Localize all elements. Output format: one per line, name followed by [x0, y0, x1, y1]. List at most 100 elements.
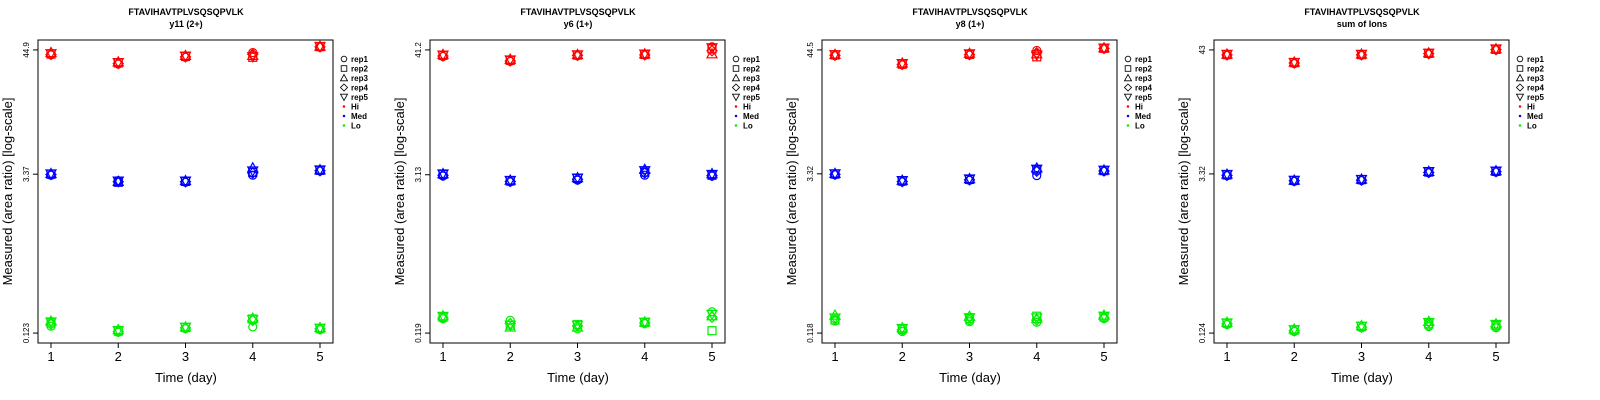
- y-tick-label: 3.32: [806, 165, 815, 181]
- data-point-lo: [1097, 311, 1111, 323]
- data-point-hi: [638, 47, 651, 59]
- x-tick-label: 2: [507, 349, 514, 364]
- legend-marker: [1518, 105, 1522, 108]
- legend-marker: [342, 124, 346, 127]
- legend-marker: [732, 65, 740, 72]
- x-tick-label: 3: [1358, 349, 1365, 364]
- legend-label: Med: [351, 112, 367, 121]
- data-point-lo: [504, 320, 517, 332]
- data-point-hi: [706, 44, 718, 57]
- legend-symbol: [734, 114, 738, 118]
- data-point-med: [638, 167, 651, 179]
- legend-symbol: [339, 83, 349, 92]
- data-point-hi: [1355, 47, 1368, 59]
- chart-panel-3: FTAVIHAVTPLVSQSQPVLK y8 (1+) 1 2 3 4 5 0.118 3.3…: [784, 7, 1152, 385]
- legend-label: rep3: [351, 74, 368, 83]
- y-tick-label: 3.37: [22, 166, 31, 182]
- data-point-lo: [45, 318, 57, 331]
- data-point-lo: [1422, 317, 1435, 329]
- data-point-lo: [1030, 313, 1043, 325]
- data-point-med: [1489, 164, 1503, 176]
- data-point-lo: [638, 317, 651, 329]
- x-tick-label: 5: [708, 349, 715, 364]
- legend-label: rep4: [351, 84, 368, 93]
- legend-label: rep5: [1135, 93, 1152, 102]
- legend-label: rep5: [351, 93, 368, 102]
- x-tick-label: 4: [249, 349, 256, 364]
- legend-symbol: [339, 73, 349, 82]
- y-axis-label: Measured (area ratio) [log-scale]: [784, 98, 799, 286]
- legend-label: rep2: [1135, 65, 1152, 74]
- chart-subtitle: y8 (1+): [956, 19, 985, 29]
- y-tick-label: 44.9: [22, 42, 31, 58]
- data-point-lo: [638, 315, 651, 327]
- legend-label: Med: [743, 112, 759, 121]
- x-tick-label: 3: [182, 349, 189, 364]
- data-point-hi: [1097, 41, 1111, 53]
- x-axis-label: Time (day): [547, 370, 609, 385]
- x-tick-label: 3: [574, 349, 581, 364]
- data-point-med: [112, 176, 125, 188]
- data-point-lo: [706, 311, 718, 324]
- data-point-med: [1030, 164, 1043, 176]
- legend-marker: [340, 55, 348, 63]
- data-point-hi: [44, 49, 58, 60]
- chart-title: FTAVIHAVTPLVSQSQPVLK: [1304, 7, 1420, 17]
- data-point-lo: [44, 317, 58, 329]
- data-point-hi: [246, 52, 259, 63]
- legend-marker: [734, 105, 738, 108]
- legend-symbol: [732, 65, 740, 72]
- legend-label: rep1: [1527, 55, 1544, 64]
- legend-symbol: [340, 65, 348, 72]
- legend-label: Hi: [1527, 103, 1535, 112]
- data-point-med: [963, 174, 976, 186]
- legend-marker: [734, 124, 738, 127]
- legend-symbol: [1123, 73, 1133, 82]
- legend-label: Hi: [1135, 103, 1143, 112]
- data-point-lo: [436, 311, 450, 323]
- y-axis-label: Measured (area ratio) [log-scale]: [0, 98, 15, 286]
- chart-title: FTAVIHAVTPLVSQSQPVLK: [128, 7, 244, 17]
- legend-marker: [342, 105, 346, 108]
- x-tick-label: 2: [899, 349, 906, 364]
- data-point-hi: [828, 50, 842, 61]
- legend-marker: [1123, 83, 1133, 92]
- legend-symbol: [1516, 65, 1524, 72]
- data-point-hi: [1288, 55, 1301, 67]
- y-tick-label: 0.118: [806, 323, 815, 343]
- data-point-med: [571, 173, 584, 185]
- data-point-lo: [44, 314, 58, 326]
- data-point-lo: [1097, 308, 1111, 320]
- legend-marker: [734, 114, 738, 118]
- data-point-lo: [963, 314, 976, 326]
- legend-label: rep4: [1527, 84, 1544, 93]
- data-point-lo: [1220, 318, 1234, 330]
- chart-title: FTAVIHAVTPLVSQSQPVLK: [912, 7, 1028, 17]
- y-tick-label: 44.5: [806, 42, 815, 58]
- legend-label: Med: [1135, 112, 1151, 121]
- legend-symbol: [734, 124, 738, 127]
- legend-marker: [1515, 83, 1525, 92]
- legend-marker: [340, 65, 348, 72]
- legend-symbol: [1515, 73, 1525, 82]
- data-point-med: [179, 176, 192, 188]
- legend-label: rep5: [1527, 93, 1544, 102]
- y-axis-label: Measured (area ratio) [log-scale]: [1176, 98, 1191, 286]
- y-tick-label: 0.124: [1198, 323, 1207, 344]
- legend-symbol: [1515, 93, 1525, 102]
- data-point-med: [1355, 174, 1368, 186]
- data-point-lo: [963, 309, 976, 321]
- legend-symbol: [342, 105, 346, 108]
- data-point-med: [1097, 165, 1111, 177]
- legend-marker: [1518, 114, 1522, 118]
- data-point-lo: [1422, 319, 1435, 332]
- legend-symbol: [1123, 93, 1133, 102]
- legend-symbol: [734, 105, 738, 108]
- data-point-hi: [179, 51, 192, 63]
- legend-label: rep1: [351, 55, 368, 64]
- x-tick-label: 1: [439, 349, 446, 364]
- legend-symbol: [342, 114, 346, 118]
- legend-marker: [1123, 73, 1133, 82]
- legend-symbol: [1123, 83, 1133, 92]
- y-tick-label: 43: [1198, 45, 1207, 54]
